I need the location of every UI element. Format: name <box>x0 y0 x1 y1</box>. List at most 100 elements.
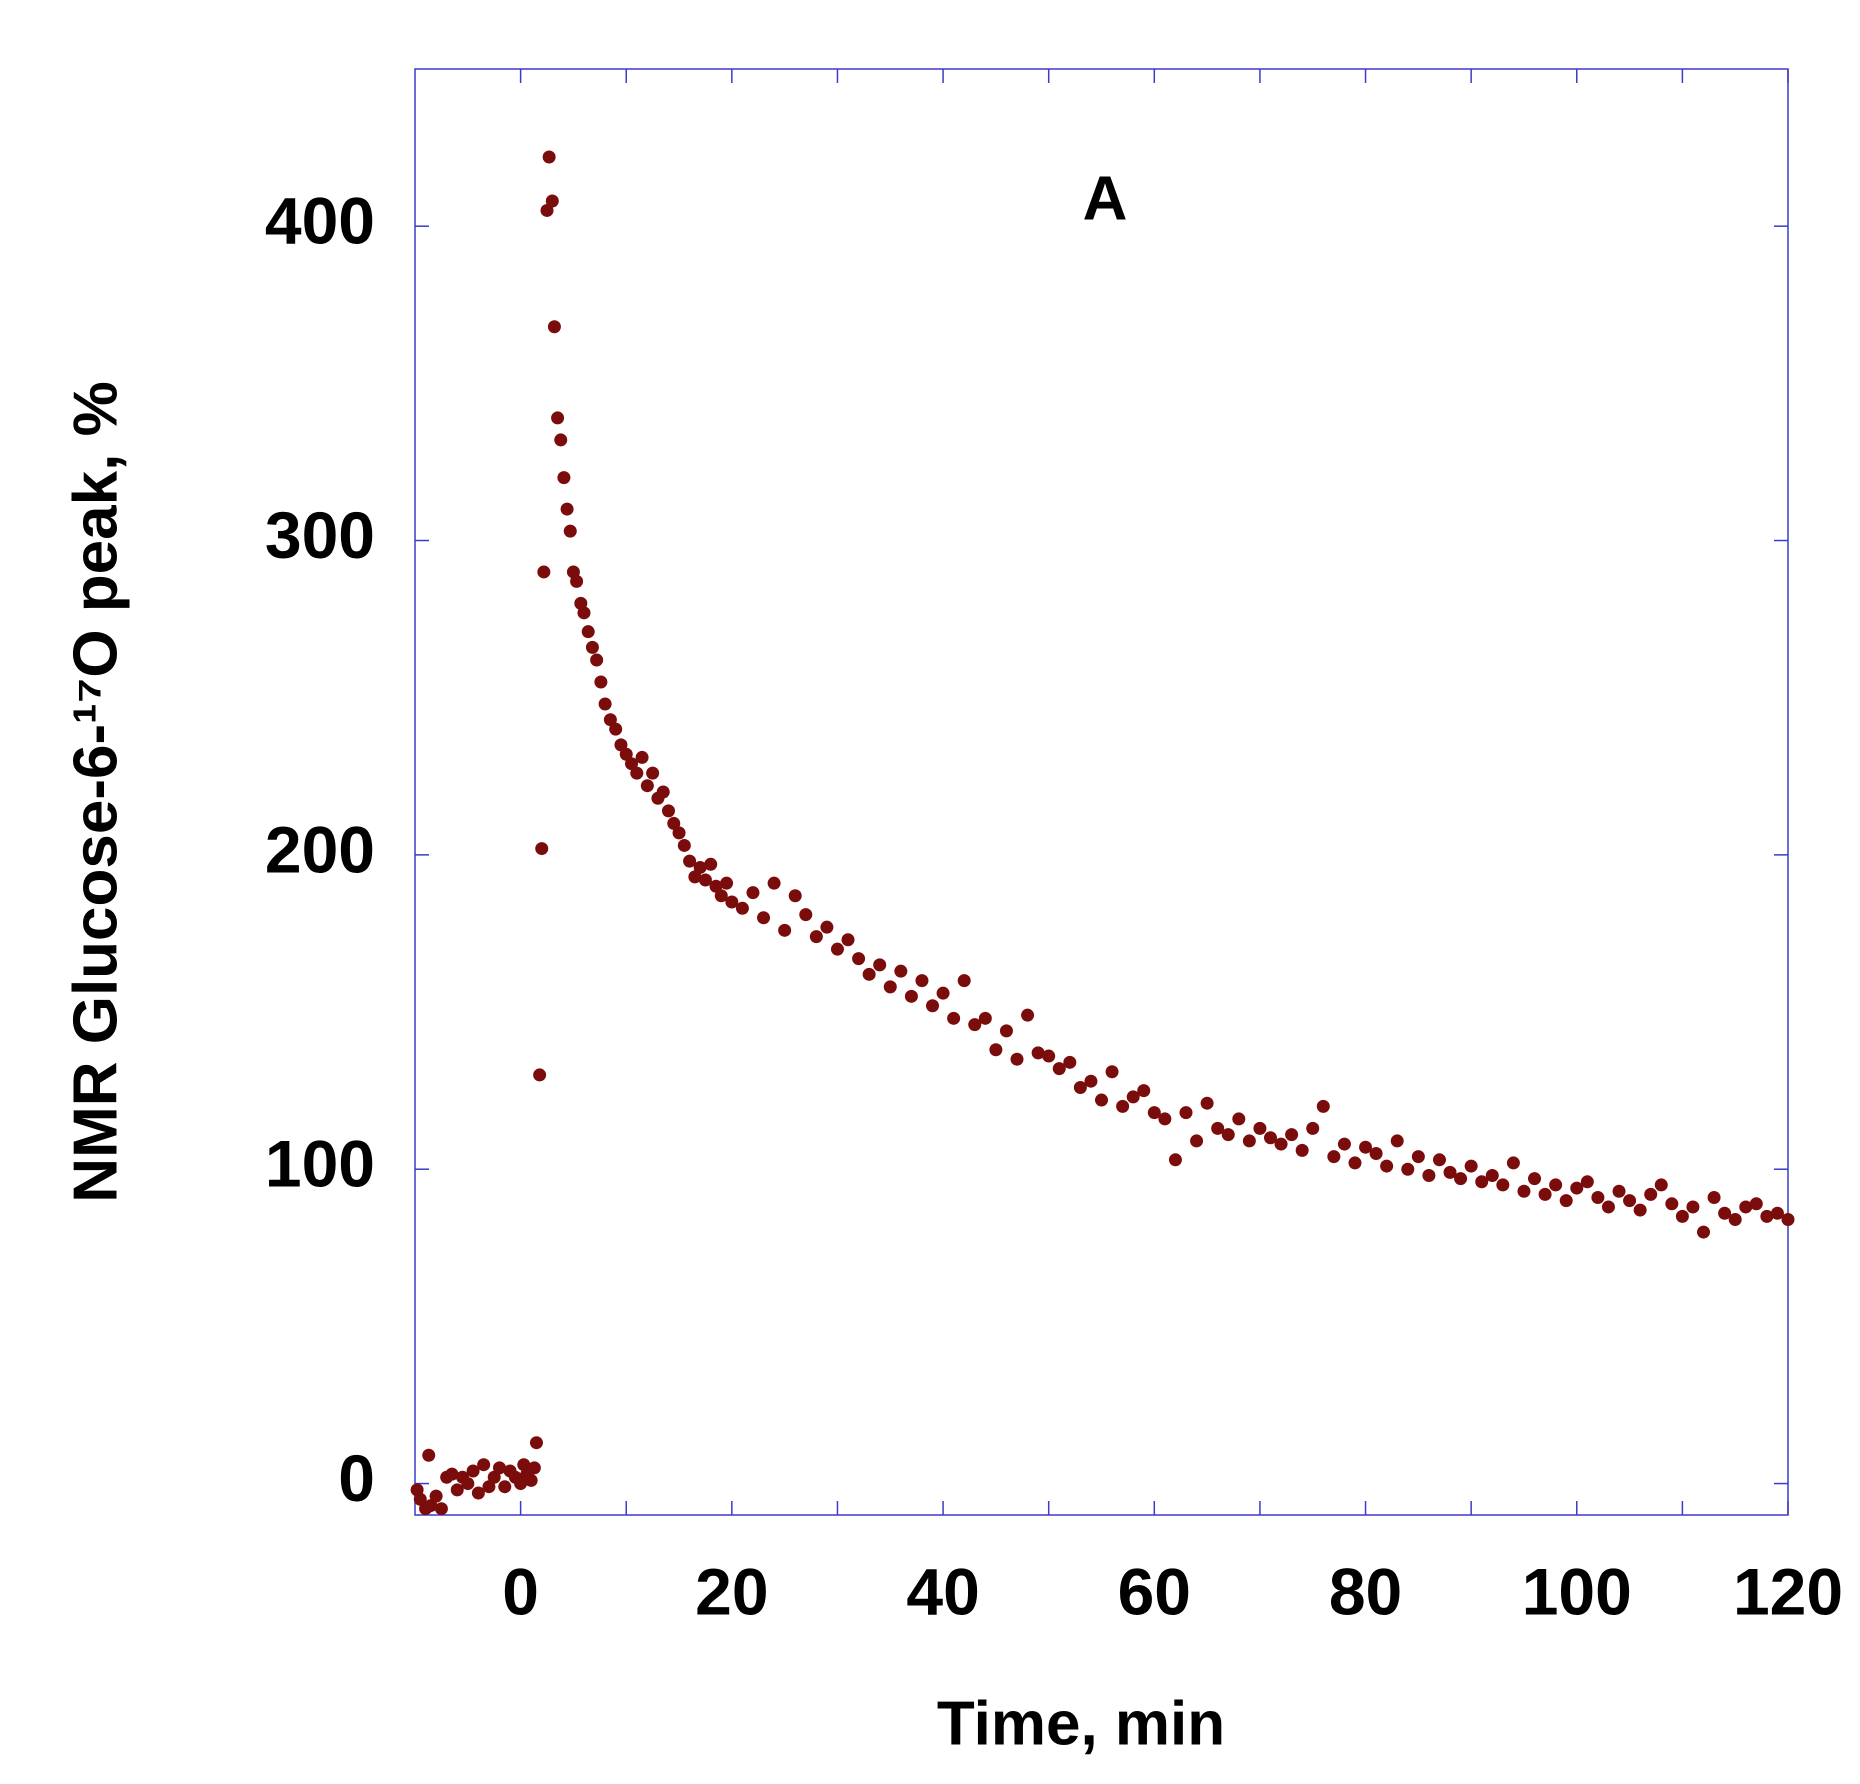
data-point <box>1295 1143 1309 1157</box>
data-point <box>1073 1080 1087 1094</box>
data-point <box>529 1436 543 1450</box>
data-point <box>1601 1200 1615 1214</box>
data-point <box>1285 1128 1299 1142</box>
data-point <box>551 411 565 425</box>
data-point <box>598 697 612 711</box>
data-point <box>746 886 760 900</box>
data-point <box>524 1473 538 1487</box>
data-point <box>677 838 691 852</box>
data-point <box>429 1489 443 1503</box>
data-point <box>820 920 834 934</box>
data-point <box>809 930 823 944</box>
data-point <box>656 785 670 799</box>
plot-frame <box>414 68 1789 1516</box>
data-point <box>1337 1137 1351 1151</box>
data-point <box>778 923 792 937</box>
data-point <box>1211 1121 1225 1135</box>
data-point <box>424 1499 438 1513</box>
data-point <box>450 1483 464 1497</box>
data-point <box>1718 1206 1732 1220</box>
data-point <box>560 502 574 516</box>
data-point <box>630 766 644 780</box>
data-point <box>1084 1074 1098 1088</box>
data-point <box>477 1458 491 1472</box>
data-point <box>1316 1099 1330 1113</box>
x-tick-label: 40 <box>906 1554 979 1628</box>
data-point <box>1580 1175 1594 1189</box>
data-point <box>533 1068 547 1082</box>
data-point <box>1010 1052 1024 1066</box>
data-point <box>540 203 554 217</box>
data-point <box>1665 1197 1679 1211</box>
data-point <box>1263 1131 1277 1145</box>
x-tick-label: 100 <box>1522 1554 1632 1628</box>
data-point <box>1116 1099 1130 1113</box>
data-point <box>563 524 577 538</box>
data-point <box>904 989 918 1003</box>
data-point <box>535 842 549 856</box>
data-point <box>1528 1172 1542 1186</box>
x-tick-label: 20 <box>695 1554 768 1628</box>
data-point <box>1327 1150 1341 1164</box>
data-point <box>1728 1213 1742 1227</box>
data-point <box>635 750 649 764</box>
data-point <box>1063 1055 1077 1069</box>
data-point <box>1221 1128 1235 1142</box>
data-point <box>487 1470 501 1484</box>
data-point <box>661 804 675 818</box>
data-point <box>1306 1121 1320 1135</box>
data-point <box>603 713 617 727</box>
data-point <box>1496 1178 1510 1192</box>
data-point <box>646 766 660 780</box>
data-point <box>1570 1181 1584 1195</box>
data-point <box>498 1480 512 1494</box>
data-point <box>585 640 599 654</box>
data-point <box>1454 1172 1468 1186</box>
x-tick-label: 60 <box>1118 1554 1191 1628</box>
x-tick-label: 80 <box>1329 1554 1402 1628</box>
data-point <box>978 1011 992 1025</box>
data-point <box>1739 1200 1753 1214</box>
data-point <box>434 1502 448 1516</box>
data-point <box>672 826 686 840</box>
data-point <box>619 747 633 761</box>
data-point <box>554 433 568 447</box>
data-point <box>1380 1159 1394 1173</box>
data-point <box>1781 1213 1795 1227</box>
y-tick-label: 0 <box>338 1441 375 1515</box>
data-point <box>545 194 559 208</box>
data-point <box>757 911 771 925</box>
y-tick-label: 100 <box>265 1127 375 1201</box>
data-point <box>1633 1203 1647 1217</box>
data-point <box>1031 1046 1045 1060</box>
data-point <box>614 738 628 752</box>
data-point <box>1168 1153 1182 1167</box>
data-point <box>1348 1156 1362 1170</box>
data-point <box>1760 1209 1774 1223</box>
data-point <box>799 908 813 922</box>
data-point <box>557 471 571 485</box>
data-point <box>1411 1150 1425 1164</box>
data-point <box>1147 1106 1161 1120</box>
data-point <box>570 574 584 588</box>
data-point <box>936 986 950 1000</box>
data-point <box>1369 1147 1383 1160</box>
y-tick-label: 400 <box>265 184 375 258</box>
data-point <box>957 974 971 988</box>
data-point <box>841 933 855 947</box>
data-point <box>1359 1140 1373 1154</box>
data-point <box>514 1477 528 1491</box>
data-point <box>466 1464 480 1478</box>
data-point <box>1200 1096 1214 1110</box>
data-point <box>1749 1197 1763 1211</box>
data-point <box>1697 1225 1711 1239</box>
data-point <box>1242 1134 1256 1148</box>
data-point <box>445 1467 459 1481</box>
data-point <box>1675 1209 1689 1223</box>
data-point <box>640 779 654 793</box>
data-point <box>537 565 551 579</box>
data-point <box>989 1043 1003 1057</box>
data-point <box>1253 1121 1267 1135</box>
data-point <box>698 873 712 887</box>
data-point <box>625 757 639 771</box>
